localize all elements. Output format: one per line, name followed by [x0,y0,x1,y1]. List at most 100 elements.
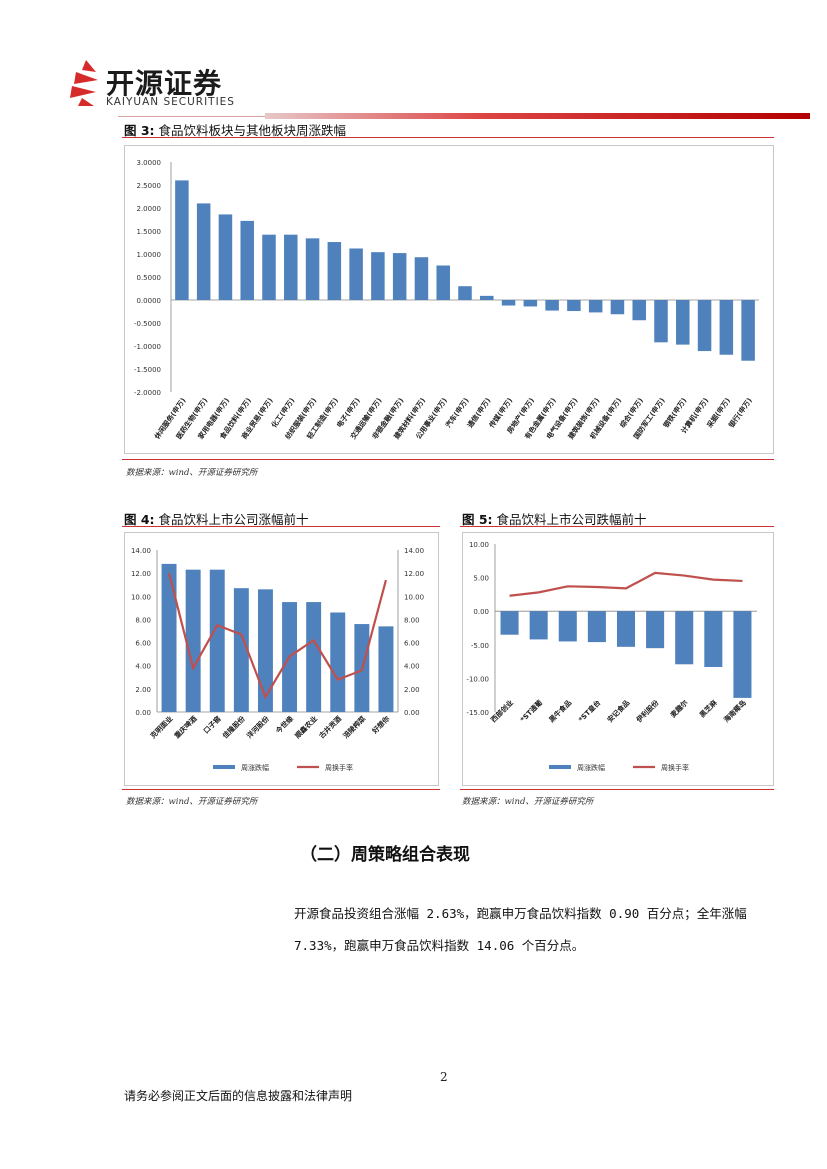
y-tick-label: 0.00 [135,709,151,717]
y2-tick-label: 10.00 [404,593,424,601]
bar [349,248,363,300]
bar [632,300,646,321]
x-tick-label: 海南椰岛 [722,698,748,724]
y-tick-label: 5.00 [473,575,489,583]
y-tick-label: -15.00 [466,709,489,717]
bar [558,611,577,642]
x-tick-label: 今世缘 [273,714,295,736]
bar [196,203,211,300]
bar [719,300,734,355]
bar [436,265,450,300]
bar [610,300,625,315]
bar [529,611,548,640]
bar [175,180,189,300]
bar [185,569,201,712]
bar [371,252,385,300]
x-tick-label: 好想你 [369,714,391,736]
bar [330,612,346,712]
x-tick-label: 洋河股份 [245,713,272,740]
y-tick-label: 0.0000 [137,297,162,305]
x-tick-label: 克明面业 [148,714,174,740]
y-tick-label: 12.00 [131,570,151,578]
figure-5-number: 图 5: [462,512,493,527]
bar [233,588,249,712]
chart-top-gainers: 14.00 14.00 12.00 12.00 10.00 10.00 8.00 8.00 6.… [131,547,424,772]
figure-4-chart: 14.00 14.00 12.00 12.00 10.00 10.00 8.00 8.00 6.… [124,532,439,786]
figure-5-chart: 10.00 5.00 0.00 -5.00 -10.00 -15.00 西部创业 *ST通葡黑… [462,532,774,786]
y-tick-label: 3.0000 [137,159,162,167]
x-tick-label: 佳隆股份 [221,713,248,740]
figure-4-title: 图 4: 食品饮料上市公司涨幅前十 [124,509,309,528]
x-tick-label: *ST皇台 [577,698,603,724]
y-tick-label: 0.5000 [137,274,162,282]
bar [327,242,342,300]
figure-4-bottom-rule [122,789,440,790]
y-tick-label: 0.00 [473,608,489,616]
page-number: 2 [440,1070,448,1084]
figure-5-top-rule [460,526,774,527]
footer-disclaimer: 请务必参阅正文后面的信息披露和法律声明 [124,1089,353,1103]
bar [306,602,322,712]
bar [501,300,516,306]
bar [161,563,177,712]
figure-3-number: 图 3: [124,123,155,138]
logo-mark [70,60,98,106]
x-tick-label: 麦趣尔 [668,698,689,719]
y2-tick-label: 12.00 [404,570,424,578]
x-tick-label: 古井贡酒 [317,714,343,740]
bar [414,257,429,300]
y-tick-label: -5.00 [471,642,489,650]
y-tick-label: 10.00 [131,593,151,601]
figure-3-title: 图 3: 食品饮料板块与其他板块周涨跌幅 [124,120,346,139]
x-tick-label: 西部创业 [489,698,515,724]
legend-bar-swatch [213,765,235,769]
figure-5-bottom-rule [460,789,774,790]
bar [646,611,665,649]
header-thin-line [118,116,268,117]
x-tick-label: 黑牛食品 [547,698,573,724]
bar [392,253,407,300]
x-tick-label: 黑芝麻 [698,697,720,719]
section-paragraph-line-1: 开源食品投资组合涨幅 2.63%，跑赢申万食品饮料指数 0.90 百分点；全年涨… [294,906,747,921]
x-tick-label: 重庆啤酒 [172,714,198,740]
figure-3-bottom-rule [122,459,774,460]
bar [676,300,690,345]
legend-bar-label: 周涨跌幅 [577,763,605,772]
figure-5-source: 数据来源：wind、开源证券研究所 [462,797,594,807]
y-tick-label: 8.00 [135,616,151,624]
y-tick-label: 14.00 [131,547,151,555]
figure-3-top-rule [122,137,774,138]
bar [378,626,394,712]
legend-line-label: 周换手率 [661,763,689,772]
y-tick-label: -10.00 [466,675,489,683]
header-bar [265,113,810,119]
legend-line-label: 周换手率 [325,763,353,772]
y-tick-label: -1.0000 [134,343,161,351]
figure-5-title: 图 5: 食品饮料上市公司跌幅前十 [462,509,647,528]
y2-tick-label: 2.00 [404,686,420,694]
figure-3-caption: 食品饮料板块与其他板块周涨跌幅 [158,123,347,138]
figure-5-caption: 食品饮料上市公司跌幅前十 [496,512,647,527]
figure-4-number: 图 4: [124,512,155,527]
x-tick-label: 口子窖 [201,714,222,735]
bar [218,214,233,300]
figure-3-chart: 3.0000 2.5000 2.0000 1.5000 1.0000 0.5000 0.00… [124,145,774,454]
bar [588,300,603,313]
x-tick-label: 顺鑫农业 [293,714,319,740]
y-tick-label: 2.0000 [137,205,162,213]
chart-top-losers: 10.005.000.00-5.00-10.00-15.00 西部创业 *ST通葡黑… [466,541,757,772]
x-tick-label: *ST通葡 [518,698,544,724]
y-tick-label: 1.0000 [137,251,162,259]
bar [545,300,559,311]
legend-bar-label: 周涨跌幅 [241,763,269,772]
x-tick-label: 伊利股份 [634,697,662,725]
y2-tick-label: 14.00 [404,547,424,555]
bar [733,611,752,698]
y2-tick-label: 0.00 [404,709,420,717]
x-tick-label: 安记食品 [605,698,631,724]
line-series-turnover [509,571,743,597]
bar [240,220,254,300]
bar [262,234,276,300]
bar [741,300,755,361]
logo-text: 开源证券 [106,67,223,100]
